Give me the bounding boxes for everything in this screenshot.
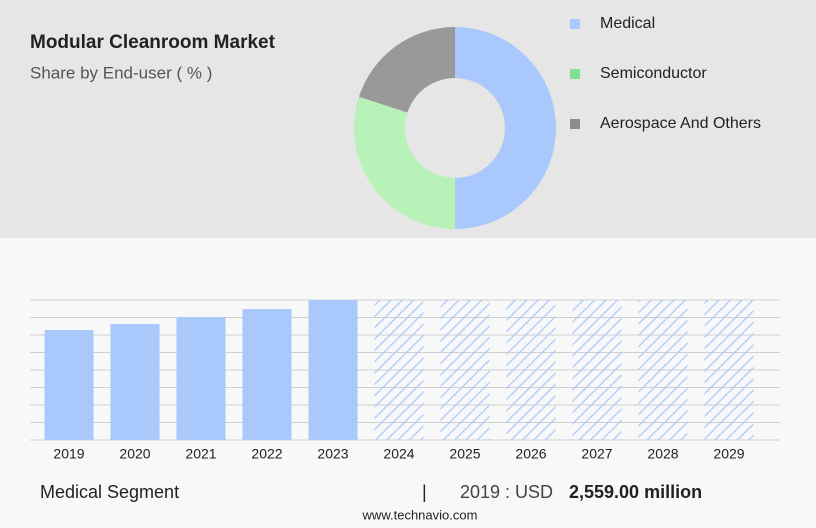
forecast-bar	[440, 300, 490, 440]
x-tick-label: 2023	[317, 446, 348, 462]
bar	[110, 324, 160, 440]
x-tick-label: 2021	[185, 446, 216, 462]
bar	[242, 309, 292, 440]
x-tick-label: 2019	[53, 446, 84, 462]
forecast-bar	[638, 300, 688, 440]
value-label: 2,559.00 million	[569, 482, 702, 502]
x-tick-label: 2027	[581, 446, 612, 462]
chart-title: Modular Cleanroom Market	[30, 32, 276, 53]
x-tick-label: 2026	[515, 446, 546, 462]
legend-label: Semiconductor	[600, 65, 707, 82]
x-tick-label: 2029	[713, 446, 744, 462]
x-tick-label: 2020	[119, 446, 150, 462]
forecast-bar	[704, 300, 754, 440]
pie-slice	[353, 96, 455, 230]
legend-swatch	[570, 69, 580, 79]
separator: |	[422, 482, 427, 502]
segment-label: Medical Segment	[40, 482, 179, 502]
x-tick-label: 2025	[449, 446, 480, 462]
pie-slice	[455, 27, 556, 229]
bar	[176, 317, 226, 440]
x-tick-label: 2028	[647, 446, 678, 462]
forecast-bar	[572, 300, 622, 440]
forecast-bar	[506, 300, 556, 440]
year-label: 2019 : USD	[460, 482, 553, 502]
legend-swatch	[570, 19, 580, 29]
x-tick-label: 2024	[383, 446, 414, 462]
chart-subtitle: Share by End-user ( % )	[30, 63, 212, 82]
legend-label: Aerospace And Others	[600, 115, 761, 132]
forecast-bar	[374, 300, 424, 440]
pie-slice	[358, 27, 455, 113]
bar	[308, 300, 358, 440]
x-tick-label: 2022	[251, 446, 282, 462]
legend-label: Medical	[600, 15, 655, 32]
legend-swatch	[570, 119, 580, 129]
source: www.technavio.com	[362, 507, 478, 522]
bar	[44, 330, 94, 440]
